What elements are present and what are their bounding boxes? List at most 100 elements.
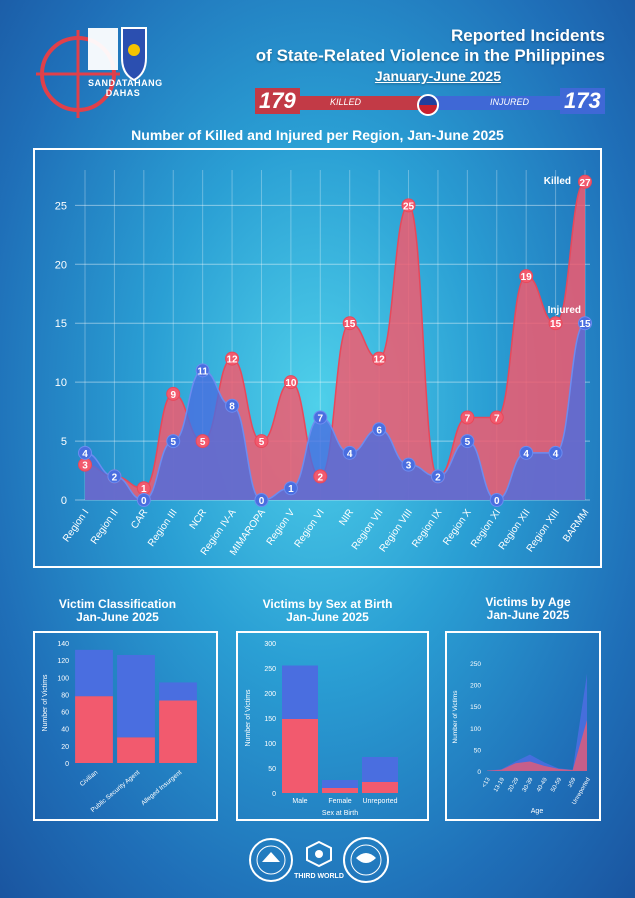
brand-name: SANDATAHANG DAHAS xyxy=(88,78,163,98)
killed-data-label: 7 xyxy=(465,414,471,425)
sex-title-line-1: Victims by Sex at Birth xyxy=(262,597,393,611)
killed-point xyxy=(519,269,534,284)
killed-label: KILLED xyxy=(330,97,362,107)
injured-point xyxy=(136,493,151,507)
y-tick-label: 250 xyxy=(264,666,276,673)
injured-bar xyxy=(322,780,358,788)
killed-data-label: 9 xyxy=(170,390,176,401)
main-chart-frame: 0510152025321951251021512252771915274205… xyxy=(33,148,602,568)
sex-bar-chart: 0 50 100 150 200 250 300 Number of Victims Male F… xyxy=(245,641,398,817)
y-axis-label: Number of Victims xyxy=(42,674,49,732)
killed-data-label: 2 xyxy=(318,472,324,483)
injured-data-label: 5 xyxy=(465,437,471,448)
y-tick-label: 80 xyxy=(61,692,69,699)
killed-point xyxy=(548,316,563,331)
injured-data-label: 8 xyxy=(229,402,235,413)
y-tick-label: 50 xyxy=(474,747,482,754)
killed-bar xyxy=(282,719,318,793)
injured-point xyxy=(460,434,475,449)
killed-point xyxy=(313,469,328,484)
x-axis-label: Age xyxy=(531,808,544,815)
injured-data-label: 0 xyxy=(494,496,500,507)
injured-point xyxy=(107,469,122,484)
x-tick-label: 40-49 xyxy=(536,776,549,793)
y-tick-label: 100 xyxy=(470,726,481,733)
injured-bar xyxy=(282,665,318,719)
injured-point xyxy=(372,422,387,437)
period-label: January-June 2025 xyxy=(374,68,501,84)
killed-data-label: 19 xyxy=(521,272,533,283)
killed-bar xyxy=(159,700,197,763)
injured-label: INJURED xyxy=(490,97,530,107)
x-tick-label: Region III xyxy=(146,507,180,548)
killed-data-label: 12 xyxy=(226,355,238,366)
y-axis-label: Number of Victims xyxy=(245,689,252,747)
title-line-1: Reported Incidents xyxy=(451,26,605,45)
y-tick-label: 100 xyxy=(264,741,276,748)
y-tick-label: 150 xyxy=(264,716,276,723)
killed-point xyxy=(342,316,357,331)
killed-point xyxy=(578,174,592,189)
y-tick-label: 5 xyxy=(61,436,67,448)
x-tick-label: Alleged Insurgent xyxy=(140,769,183,807)
x-tick-label: Unreported xyxy=(362,798,397,805)
injured-data-label: 4 xyxy=(347,449,353,460)
x-tick-label: 13-19 xyxy=(493,776,506,793)
injured-data-label: 2 xyxy=(435,472,441,483)
injured-point xyxy=(342,445,357,460)
injured-data-label: 3 xyxy=(406,461,412,472)
killed-area xyxy=(487,720,587,771)
page-title: Reported Incidents of State-Related Viol… xyxy=(225,26,605,86)
x-tick-label: ≥59 xyxy=(567,776,578,788)
killed-data-label: 25 xyxy=(403,201,415,212)
killed-data-label: 7 xyxy=(494,414,500,425)
y-axis-label: Number of Victims xyxy=(452,690,459,744)
x-tick-label: 50-59 xyxy=(550,776,563,793)
y-tick-label: 10 xyxy=(55,377,67,389)
injured-bar xyxy=(75,649,113,697)
title-line-2: of State-Related Violence in the Philipp… xyxy=(255,46,605,65)
age-chart-frame: 0 50 100 150 200 250 Number of Victims <13 13-19… xyxy=(445,631,601,821)
y-tick-label: 200 xyxy=(470,683,481,690)
killed-total: 179 xyxy=(255,88,300,114)
injured-data-label: 5 xyxy=(170,437,176,448)
killed-point xyxy=(225,351,240,366)
classification-chart-frame: 0 20 40 60 80 100 120 140 Number of Victims Civil… xyxy=(33,631,218,821)
y-tick-label: 50 xyxy=(268,766,276,773)
classification-chart-title: Victim Classification Jan-June 2025 xyxy=(50,598,185,624)
killed-point xyxy=(254,434,269,449)
injured-data-label: 4 xyxy=(553,449,559,460)
killed-point xyxy=(401,198,416,213)
injured-point xyxy=(78,445,92,460)
sandatahang-dahas-logo xyxy=(36,27,147,118)
y-tick-label: 20 xyxy=(55,259,67,271)
classification-title-line-2: Jan-June 2025 xyxy=(76,610,159,624)
injured-point xyxy=(578,316,592,331)
y-tick-label: 250 xyxy=(470,661,481,668)
age-area-chart: 0 50 100 150 200 250 Number of Victims <13 13-19… xyxy=(452,661,592,815)
y-tick-label: 60 xyxy=(61,710,69,717)
injured-point xyxy=(254,493,269,507)
sex-chart-frame: 0 50 100 150 200 250 300 Number of Victims Male F… xyxy=(236,631,429,821)
x-tick-label: CAR xyxy=(129,507,150,531)
y-tick-label: 0 xyxy=(61,495,67,507)
killed-data-label: 10 xyxy=(285,378,297,389)
injured-area xyxy=(487,673,587,771)
injured-point xyxy=(195,363,210,378)
x-tick-label: Region IX xyxy=(410,507,444,550)
killed-total-bar xyxy=(275,96,425,110)
y-tick-label: 25 xyxy=(55,200,67,212)
x-tick-label: Region I xyxy=(61,507,91,544)
x-tick-label: Region VI xyxy=(293,507,327,549)
age-title-line-1: Victims by Age xyxy=(485,595,571,609)
footer-logo-text: THIRD WORLD xyxy=(294,873,344,880)
x-tick-label: Region X xyxy=(441,507,474,547)
philippine-flag-icon xyxy=(417,94,439,116)
x-tick-label: 20-29 xyxy=(507,776,520,793)
x-axis-label: Sex at Birth xyxy=(322,810,358,817)
killed-bar xyxy=(117,737,155,763)
x-tick-label: NIR xyxy=(337,507,356,527)
injured-bar xyxy=(362,757,398,782)
y-tick-label: 20 xyxy=(61,744,69,751)
killed-point xyxy=(195,434,210,449)
